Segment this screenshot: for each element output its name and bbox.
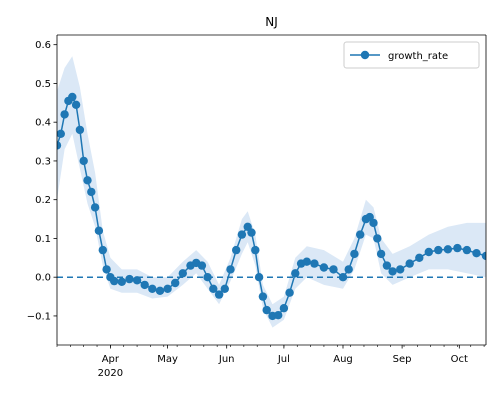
growth-rate-point [310, 259, 319, 268]
growth-rate-point [178, 269, 187, 278]
y-tick-label: 0.5 [35, 79, 51, 90]
growth-rate-point [254, 273, 264, 282]
growth-rate-point [405, 259, 414, 268]
growth-rate-point [338, 273, 348, 282]
growth-rate-point [83, 176, 92, 185]
growth-rate-point [415, 253, 424, 262]
x-tick-label: Sep [393, 354, 412, 365]
y-tick-label: 0.6 [35, 40, 51, 51]
confidence-band [57, 56, 486, 328]
growth-rate-point [291, 269, 300, 278]
x-tick-label: May [157, 354, 178, 365]
growth-rate-point [481, 251, 486, 261]
growth-rate-point [356, 230, 365, 239]
y-tick-label: 0.4 [35, 118, 51, 129]
growth-rate-point [60, 110, 69, 119]
growth-rate-point [102, 265, 111, 274]
growth-rate-point [462, 245, 472, 255]
growth-rate-point [369, 218, 378, 228]
growth-rate-point [382, 261, 392, 270]
growth-rate-point [71, 100, 81, 110]
axes-layer: −0.1 0.0 0.1 0.2 0.3 0.4 0.5 0.6 Apr 2020 May Jun Ju… [27, 34, 487, 379]
growth-rate-point [68, 92, 77, 102]
growth-rate-point [155, 286, 165, 295]
growth-rate-point [258, 292, 268, 301]
growth-rate-point [57, 141, 62, 150]
legend-marker-swatch [360, 50, 370, 60]
growth-rate-point [350, 249, 359, 259]
x-tick-label: Oct [451, 354, 468, 365]
growth-rate-point [148, 284, 157, 293]
x-tick-label: Aug [333, 354, 353, 365]
growth-rate-point [117, 277, 127, 286]
growth-rate-point [163, 284, 172, 293]
growth-rate-point [220, 284, 229, 293]
growth-rate-point [132, 276, 142, 285]
growth-rate-point [98, 245, 108, 255]
growth-rate-point [472, 249, 481, 258]
x-tick-label: Apr [102, 354, 120, 365]
growth-rate-point [344, 265, 353, 274]
growth-rate-point [226, 265, 235, 274]
x-tick-label: Jun [218, 354, 235, 365]
growth-rate-point [329, 265, 338, 274]
y-tick-label: 0.3 [35, 156, 51, 167]
growth-rate-point [279, 304, 289, 313]
growth-rate-point [125, 274, 134, 284]
growth-rate-point [110, 276, 119, 286]
growth-rate-point [94, 226, 104, 235]
growth-rate-point [453, 243, 462, 253]
growth-rate-point [247, 228, 256, 237]
chart-title: NJ [265, 15, 278, 29]
growth-rate-point [140, 280, 149, 290]
growth-rate-point [75, 125, 85, 135]
growth-rate-point [285, 288, 294, 297]
growth-rate-point [376, 249, 386, 259]
growth-rate-point [251, 245, 260, 255]
growth-rate-point [232, 245, 241, 255]
growth-rate-point [388, 267, 397, 276]
growth-rate-point [209, 284, 218, 293]
confidence-band-layer [57, 56, 486, 328]
growth-rate-point [203, 273, 212, 282]
growth-rate-point [274, 311, 283, 320]
growth-rate-point [171, 278, 180, 288]
growth-rate-point [319, 263, 329, 272]
legend: growth_rate [343, 41, 480, 69]
growth-rate-point [87, 187, 96, 197]
y-tick-label: 0.0 [35, 273, 51, 284]
growth-rate-point [443, 245, 453, 254]
series-layer [57, 92, 486, 321]
growth-rate-point [197, 261, 207, 270]
growth-rate-point [373, 234, 382, 243]
y-tick-label: 0.2 [35, 195, 51, 206]
growth-rate-point [214, 290, 224, 299]
x-tick-year-label: 2020 [98, 368, 123, 379]
x-tick-label: Jul [277, 354, 290, 365]
legend-box [343, 41, 480, 69]
growth-rate-point [57, 129, 65, 138]
growth-rate-point [90, 203, 100, 212]
y-tick-label: −0.1 [27, 311, 51, 322]
growth-rate-point [396, 265, 405, 274]
growth-rate-point [237, 230, 247, 239]
growth-rate-point [262, 305, 271, 315]
growth-rate-point [79, 156, 88, 166]
y-tick-label: 0.1 [35, 234, 51, 245]
growth-rate-point [424, 247, 433, 257]
legend-label: growth_rate [388, 51, 448, 62]
growth-rate-point [434, 245, 443, 255]
growth-rate-point [302, 257, 311, 266]
